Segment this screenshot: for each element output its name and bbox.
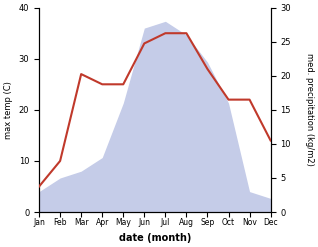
Y-axis label: max temp (C): max temp (C) [4, 81, 13, 139]
Y-axis label: med. precipitation (kg/m2): med. precipitation (kg/m2) [305, 53, 314, 166]
X-axis label: date (month): date (month) [119, 233, 191, 243]
